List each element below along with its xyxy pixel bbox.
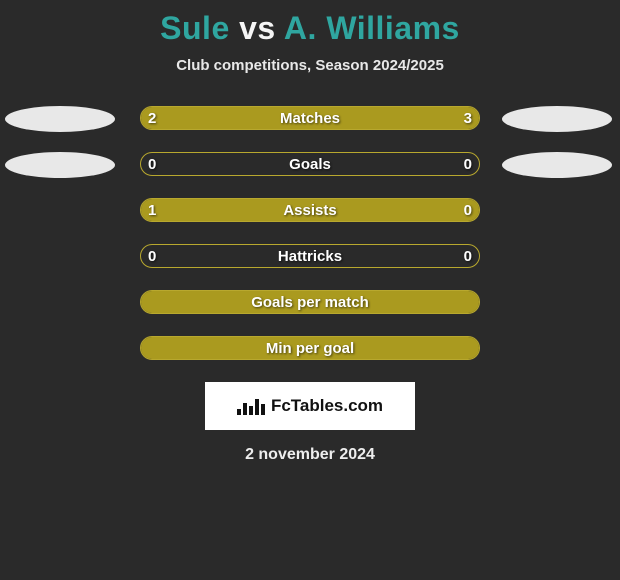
stat-label: Matches	[141, 107, 479, 129]
player1-name: Sule	[160, 10, 230, 46]
stat-value-right: 0	[464, 152, 472, 176]
stat-row: Goals per match	[0, 290, 620, 316]
stat-value-left: 2	[148, 106, 156, 130]
source-badge: FcTables.com	[205, 382, 415, 430]
stat-value-right: 3	[464, 106, 472, 130]
stat-label: Hattricks	[141, 245, 479, 267]
date-text: 2 november 2024	[0, 446, 620, 464]
stat-bar-track: Assists	[140, 198, 480, 222]
stat-label: Min per goal	[141, 337, 479, 359]
stat-value-left: 0	[148, 152, 156, 176]
stat-row: Min per goal	[0, 336, 620, 362]
stat-bar-track: Hattricks	[140, 244, 480, 268]
subtitle: Club competitions, Season 2024/2025	[0, 57, 620, 74]
bars-icon	[237, 397, 265, 415]
stat-label: Assists	[141, 199, 479, 221]
stat-row: Assists1 0	[0, 198, 620, 224]
stat-bar-track: Goals	[140, 152, 480, 176]
stat-row: Matches2 3	[0, 106, 620, 132]
vs-text: vs	[239, 10, 276, 46]
player1-ellipse-icon	[5, 152, 115, 178]
player2-name: A. Williams	[284, 10, 460, 46]
stat-value-right: 0	[464, 198, 472, 222]
badge-text: FcTables.com	[271, 396, 383, 416]
stat-row: Goals0 0	[0, 152, 620, 178]
stat-label: Goals per match	[141, 291, 479, 313]
stat-value-left: 0	[148, 244, 156, 268]
player2-ellipse-icon	[502, 152, 612, 178]
stat-bar-track: Goals per match	[140, 290, 480, 314]
stat-bar-track: Matches	[140, 106, 480, 130]
comparison-title: Sule vs A. Williams	[0, 0, 620, 47]
stat-rows-container: Matches23Goals00Assists10Hattricks00Goal…	[0, 106, 620, 362]
stat-value-right: 0	[464, 244, 472, 268]
player2-ellipse-icon	[502, 106, 612, 132]
stat-row: Hattricks0 0	[0, 244, 620, 270]
stat-value-left: 1	[148, 198, 156, 222]
player1-ellipse-icon	[5, 106, 115, 132]
stat-bar-track: Min per goal	[140, 336, 480, 360]
stat-label: Goals	[141, 153, 479, 175]
